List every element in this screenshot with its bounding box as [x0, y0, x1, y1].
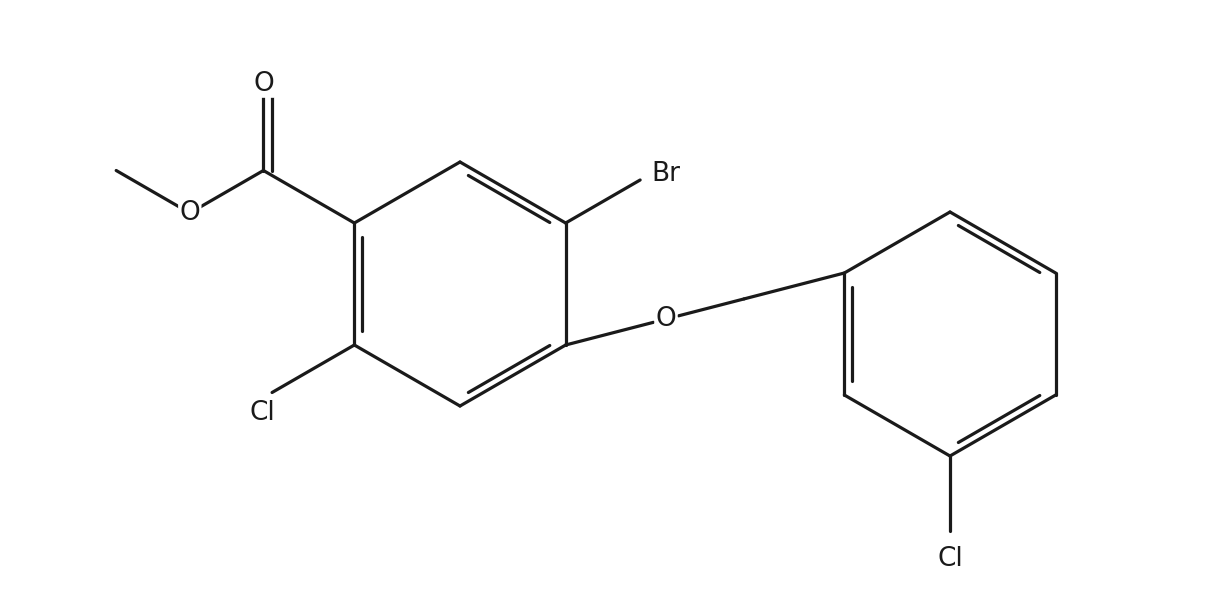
- Text: O: O: [655, 306, 676, 332]
- Text: Br: Br: [652, 161, 680, 187]
- Text: O: O: [253, 71, 274, 96]
- Text: O: O: [180, 200, 200, 226]
- Text: Cl: Cl: [250, 400, 276, 426]
- Text: Cl: Cl: [938, 546, 963, 572]
